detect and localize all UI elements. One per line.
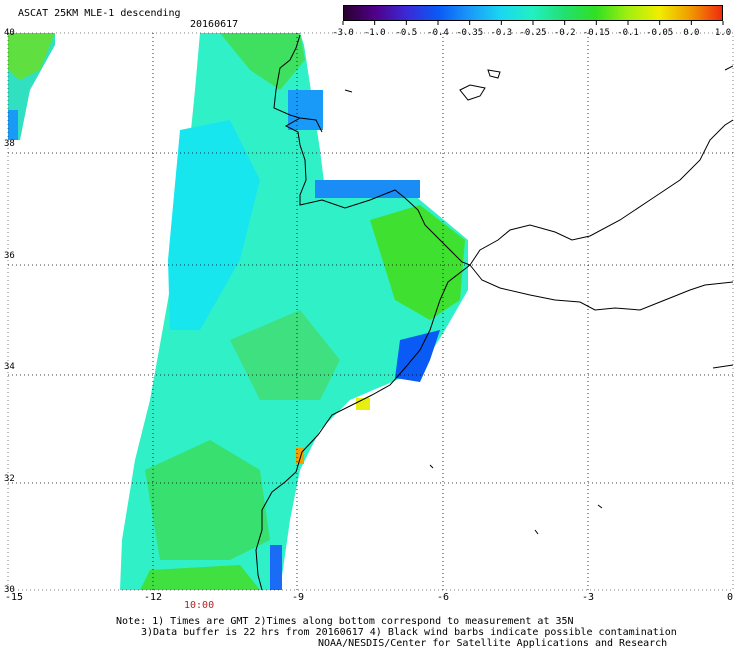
longitude-label: -3 [581, 592, 595, 603]
swath-blue-edge [270, 545, 282, 590]
colorbar-label: -0.3 [490, 28, 512, 38]
colorbar-label: -0.35 [456, 28, 483, 38]
colorbar-label: -1.0 [364, 28, 386, 38]
latitude-label: 34 [4, 362, 15, 373]
note-line-1: Note: 1) Times are GMT 2)Times along bot… [116, 616, 574, 627]
swath-blue-north [315, 180, 420, 198]
latitude-label: 32 [4, 473, 15, 484]
colorbar-label: -0.05 [646, 28, 673, 38]
colorbar-label: -0.1 [617, 28, 639, 38]
swath-topleft-blue [8, 110, 18, 140]
colorbar-label: -0.15 [583, 28, 610, 38]
colorbar-label: -0.4 [427, 28, 449, 38]
colorbar [343, 5, 723, 21]
swath-orange-patch [296, 448, 304, 464]
colorbar-label: -0.25 [519, 28, 546, 38]
longitude-label: -12 [143, 592, 163, 603]
swath-topleft-green [8, 33, 55, 80]
swath-south-bottom [140, 565, 260, 590]
plot-frame [7, 32, 734, 591]
time-label: 10:00 [184, 600, 215, 611]
colorbar-label: 0.0 [683, 28, 699, 38]
map-date: 20160617 [190, 19, 239, 30]
colorbar-labels: -3.0 -1.0 -0.5 -0.4 -0.35 -0.3 -0.25 -0.2 -0.15-… [332, 21, 731, 38]
colorbar-label: -0.5 [395, 28, 417, 38]
longitude-label: -6 [436, 592, 450, 603]
swath-green-mid [230, 310, 340, 400]
colorbar-label: -0.2 [554, 28, 576, 38]
longitude-label: 0 [726, 592, 734, 603]
latitude-label: 40 [4, 28, 15, 38]
credit-line: NOAA/NESDIS/Center for Satellite Applica… [318, 638, 668, 649]
swath-green-north [220, 33, 305, 90]
colorbar-label: -3.0 [332, 28, 354, 38]
longitude-label: -9 [291, 592, 305, 603]
latitude-label: 38 [4, 139, 15, 150]
graticule [8, 33, 733, 590]
map-title: ASCAT 25KM MLE-1 descending [18, 8, 181, 19]
longitude-label: -15 [4, 592, 24, 603]
swath-blue-coast [395, 330, 440, 382]
note-line-2: 3)Data buffer is 22 hrs from 20160617 4)… [141, 627, 677, 638]
swath-green-east [370, 205, 465, 320]
swath-green-south [145, 440, 270, 560]
coastline [255, 34, 733, 590]
colorbar-label: 1.0 [715, 28, 731, 38]
latitude-label: 30 [4, 585, 15, 595]
swath-cyan [168, 120, 260, 330]
latitude-label: 36 [4, 250, 15, 261]
